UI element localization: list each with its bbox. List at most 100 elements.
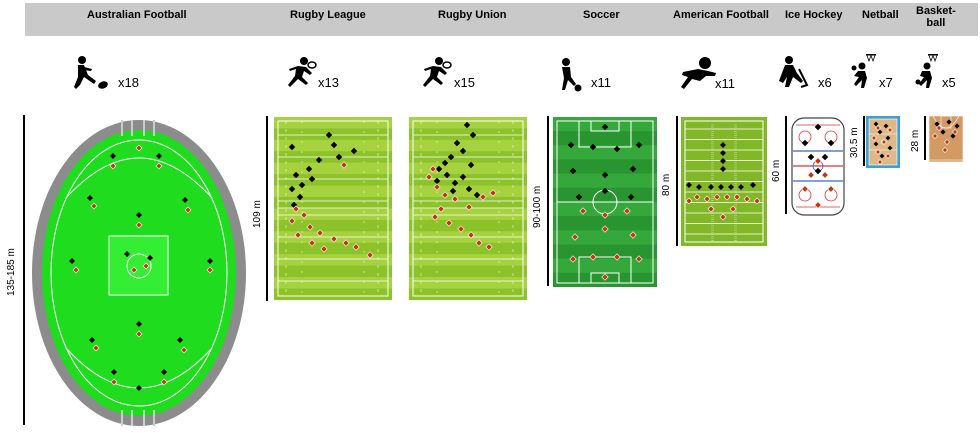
- player-marker-team-b: [703, 195, 711, 203]
- player-marker-team-a: [449, 187, 457, 195]
- player-marker-team-b: [109, 162, 117, 170]
- player-marker-team-a: [887, 145, 893, 151]
- player-marker-team-b: [330, 235, 338, 243]
- player-marker-team-a: [883, 123, 889, 129]
- player-marker-team-a: [601, 187, 609, 195]
- player-marker-team-a: [435, 165, 443, 173]
- player-marker-team-b: [881, 139, 887, 145]
- player-marker-team-a: [696, 184, 702, 190]
- title-rugby-union: Rugby Union: [438, 9, 507, 21]
- player-marker-team-b: [180, 346, 188, 354]
- player-marker-team-b: [801, 185, 809, 193]
- player-marker-team-b: [92, 344, 100, 352]
- player-marker-team-b: [366, 251, 374, 259]
- player-marker-team-a: [161, 369, 167, 375]
- player-marker-team-b: [184, 206, 192, 214]
- player-marker-team-a: [469, 131, 477, 139]
- player-marker-team-b: [723, 193, 731, 201]
- player-marker-team-b: [707, 205, 715, 213]
- player-marker-team-a: [467, 161, 475, 169]
- player-marker-team-a: [459, 147, 467, 155]
- count-australian-football: x18: [118, 75, 139, 90]
- player-marker-team-b: [457, 225, 465, 233]
- player-marker-team-b: [943, 138, 951, 146]
- count-basketball: x5: [942, 75, 956, 90]
- player-marker-team-b: [479, 193, 487, 201]
- player-marker-team-b: [635, 255, 643, 263]
- player-marker-team-b: [685, 197, 693, 205]
- player-marker-team-b: [743, 195, 751, 203]
- title-american-football: American Football: [673, 9, 769, 21]
- player-marker-team-a: [613, 145, 621, 153]
- player-marker-team-b: [441, 191, 449, 199]
- player-marker-team-b: [429, 165, 437, 173]
- player-marker-team-a: [441, 159, 449, 167]
- player-marker-team-a: [946, 119, 952, 125]
- player-marker-team-a: [308, 175, 316, 183]
- player-marker-team-b: [941, 146, 949, 154]
- player-marker-team-b: [875, 149, 881, 155]
- length-bar-netball: [863, 116, 865, 166]
- player-marker-team-b: [623, 207, 631, 215]
- player-marker-team-b: [300, 211, 308, 219]
- netball-player-icon: [851, 54, 876, 88]
- player-marker-team-a: [111, 369, 117, 375]
- player-marker-team-a: [124, 251, 130, 257]
- header-bar: [25, 3, 978, 36]
- title-netball: Netball: [862, 9, 899, 21]
- title-rugby-league: Rugby League: [290, 9, 366, 21]
- length-bar-american-football: [676, 116, 678, 246]
- rugby-union-field: [409, 117, 527, 300]
- player-marker-team-b: [629, 231, 637, 239]
- player-marker-team-b: [931, 132, 939, 140]
- player-marker-team-a: [720, 150, 726, 156]
- player-marker-team-a: [136, 321, 142, 327]
- player-marker-team-a: [110, 153, 116, 159]
- player-marker-team-b: [569, 255, 577, 263]
- player-marker-team-a: [879, 153, 885, 159]
- length-bar-australian-football: [23, 115, 25, 425]
- length-bar-soccer: [547, 116, 549, 286]
- player-marker-team-a: [177, 337, 183, 343]
- player-marker-team-b: [306, 223, 314, 231]
- player-marker-team-a: [315, 156, 323, 164]
- length-bar-rugby-league: [266, 116, 268, 301]
- rugby-league-field: [274, 117, 392, 300]
- player-marker-team-b: [601, 225, 609, 233]
- player-marker-team-a: [136, 385, 142, 391]
- player-marker-team-b: [292, 205, 300, 213]
- player-marker-team-b: [135, 221, 143, 229]
- player-marker-team-b: [135, 330, 143, 338]
- running-player-icon: [423, 57, 452, 87]
- player-marker-team-b: [885, 153, 891, 159]
- player-marker-team-a: [296, 193, 304, 201]
- player-marker-team-a: [720, 142, 726, 148]
- count-american-football: x11: [715, 76, 735, 91]
- kicking-player-icon: [74, 56, 108, 89]
- player-marker-team-a: [473, 191, 481, 199]
- player-marker-team-a: [451, 179, 459, 187]
- player-marker-team-a: [873, 121, 879, 127]
- netball-court: [866, 116, 900, 168]
- player-marker-team-b: [589, 253, 597, 261]
- length-label-rugby-league: 109 m: [252, 200, 263, 228]
- player-marker-team-b: [320, 245, 328, 253]
- player-marker-team-b: [72, 266, 80, 274]
- player-marker-team-a: [718, 184, 724, 190]
- player-marker-team-b: [142, 262, 150, 270]
- player-marker-team-b: [601, 273, 609, 281]
- length-bar-basketball: [924, 116, 926, 160]
- length-bar-ice-hockey: [785, 116, 787, 214]
- player-marker-team-b: [155, 162, 163, 170]
- title-australian-football: Australian Football: [87, 9, 187, 21]
- player-marker-team-a: [720, 166, 726, 172]
- player-marker-team-b: [467, 231, 475, 239]
- player-marker-team-b: [340, 161, 348, 169]
- player-marker-team-a: [207, 258, 213, 264]
- count-soccer: x11: [591, 75, 611, 90]
- count-rugby-league: x13: [318, 75, 339, 90]
- player-marker-team-b: [90, 202, 98, 210]
- player-marker-team-a: [330, 141, 338, 149]
- player-marker-team-a: [629, 165, 637, 173]
- player-marker-team-a: [750, 182, 756, 188]
